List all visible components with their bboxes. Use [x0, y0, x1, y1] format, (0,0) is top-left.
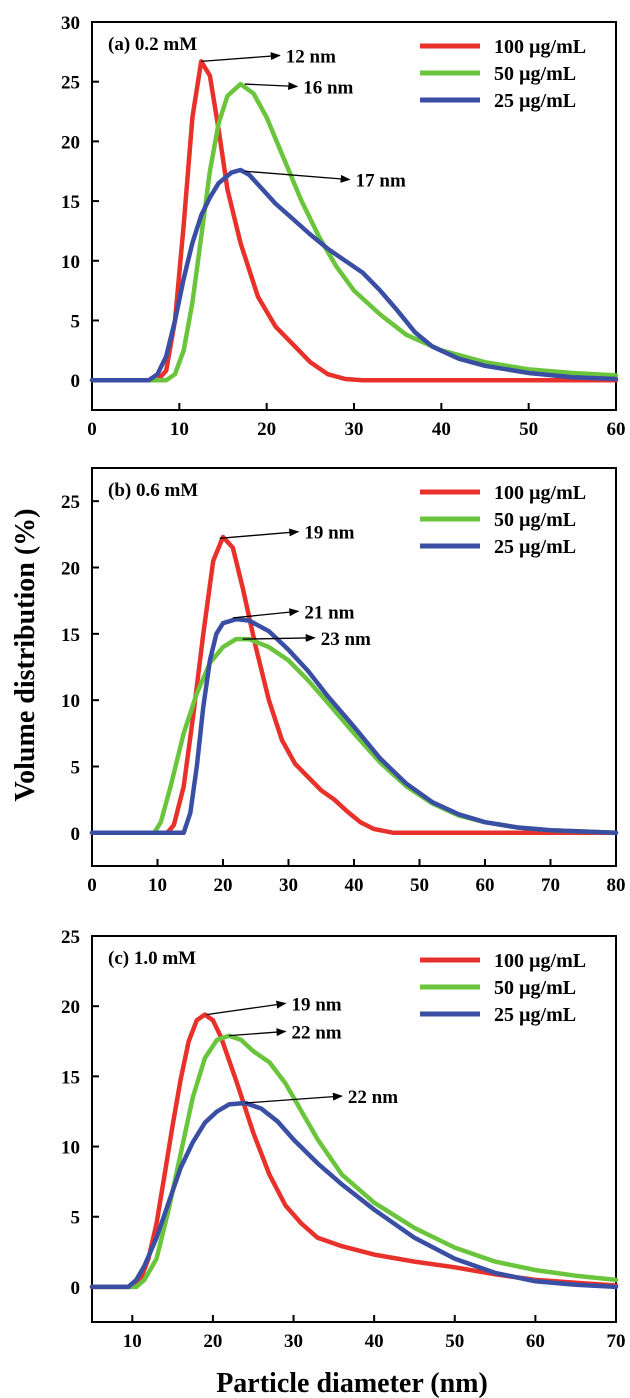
panel-label: (a) 0.2 mM [108, 34, 197, 55]
series-line [89, 636, 619, 836]
y-tick-label: 30 [61, 13, 80, 34]
annotation-arrow [219, 528, 300, 539]
y-tick-label: 20 [61, 997, 80, 1018]
annotation-arrow [245, 1092, 343, 1104]
y-tick-label: 25 [61, 927, 80, 948]
legend-label: 100 µg/mL [494, 950, 586, 972]
x-tick-label: 70 [541, 875, 560, 896]
legend-label: 25 µg/mL [494, 536, 576, 558]
x-tick-label: 10 [148, 875, 167, 896]
y-tick-label: 25 [61, 492, 80, 513]
x-tick-label: 50 [445, 1331, 464, 1352]
annotation-arrow [242, 633, 316, 642]
annotation-arrow [206, 1000, 287, 1016]
legend-label: 25 µg/mL [494, 90, 576, 112]
y-tick-label: 0 [71, 824, 81, 845]
y-tick-label: 0 [71, 1278, 81, 1299]
y-tick-label: 10 [61, 1138, 80, 1159]
x-tick-label: 0 [87, 419, 97, 440]
plot-frame [91, 935, 617, 1323]
x-tick-label: 0 [87, 875, 97, 896]
annotation-label: 21 nm [304, 602, 354, 623]
y-tick-label: 20 [61, 132, 80, 153]
annotation-label: 19 nm [291, 994, 341, 1015]
annotation-arrow [244, 170, 351, 183]
panel-label: (b) 0.6 mM [108, 480, 198, 501]
series-line [89, 534, 619, 836]
annotation-label: 22 nm [348, 1087, 398, 1108]
y-tick-label: 5 [71, 1208, 81, 1229]
x-tick-label: 60 [607, 419, 626, 440]
panel-label: (c) 1.0 mM [108, 948, 196, 969]
annotation-arrow [228, 1028, 287, 1037]
annotation-arrow [244, 82, 299, 91]
legend-label: 50 µg/mL [494, 63, 576, 85]
annotation-label: 12 nm [286, 46, 336, 67]
annotation-label: 23 nm [321, 629, 371, 650]
x-tick-label: 30 [279, 875, 298, 896]
y-tick-label: 25 [61, 73, 80, 94]
x-tick-label: 70 [607, 1331, 626, 1352]
legend-label: 25 µg/mL [494, 1004, 576, 1026]
legend-label: 100 µg/mL [494, 36, 586, 58]
annotation-label: 16 nm [303, 77, 353, 98]
x-tick-label: 60 [476, 875, 495, 896]
x-tick-label: 20 [214, 875, 233, 896]
y-tick-label: 0 [71, 371, 81, 392]
annotation-arrow [201, 52, 281, 63]
series-line [89, 616, 619, 836]
x-tick-label: 10 [123, 1331, 142, 1352]
y-tick-label: 5 [71, 311, 81, 332]
legend-label: 50 µg/mL [494, 509, 576, 531]
x-tick-label: 80 [607, 875, 626, 896]
y-tick-label: 5 [71, 758, 81, 779]
panel-3: 10 20 30 40 50 60 70 0 5 10 15 20 25 (c) 1.0 mM 100 µg… [61, 927, 626, 1352]
x-tick-label: 60 [526, 1331, 545, 1352]
x-tick-label: 50 [410, 875, 429, 896]
legend-label: 100 µg/mL [494, 482, 586, 504]
x-tick-label: 20 [203, 1331, 222, 1352]
legend-label: 50 µg/mL [494, 977, 576, 999]
annotation-label: 19 nm [304, 523, 354, 544]
y-tick-label: 15 [61, 1067, 80, 1088]
x-tick-label: 50 [519, 419, 538, 440]
y-tick-label: 15 [61, 192, 80, 213]
x-tick-label: 30 [284, 1331, 303, 1352]
x-tick-label: 40 [365, 1331, 384, 1352]
x-axis-label: Particle diameter (nm) [216, 1368, 488, 1398]
y-tick-label: 10 [61, 252, 80, 273]
x-tick-label: 10 [170, 419, 189, 440]
series-line [89, 1100, 619, 1290]
panel-2: 0 10 20 30 40 50 60 70 80 0 5 10 15 20 25 (b) 0.6 mM 100… [61, 467, 626, 896]
x-tick-label: 30 [345, 419, 364, 440]
x-tick-label: 40 [432, 419, 451, 440]
y-tick-label: 20 [61, 559, 80, 580]
y-tick-label: 15 [61, 625, 80, 646]
x-tick-label: 40 [345, 875, 364, 896]
series-line [89, 1012, 619, 1290]
x-tick-label: 20 [257, 419, 276, 440]
annotation-arrow [232, 608, 300, 619]
annotation-label: 17 nm [356, 171, 406, 192]
annotation-label: 22 nm [291, 1022, 341, 1043]
panel-1: 0 10 20 30 40 50 60 0 5 10 15 20 25 30 (a) 0.2 mM 100 µ… [61, 13, 626, 440]
y-axis-label: Volume distribution (%) [10, 508, 41, 801]
series-line [89, 167, 619, 383]
y-tick-label: 10 [61, 691, 80, 712]
series-line [89, 1033, 619, 1290]
